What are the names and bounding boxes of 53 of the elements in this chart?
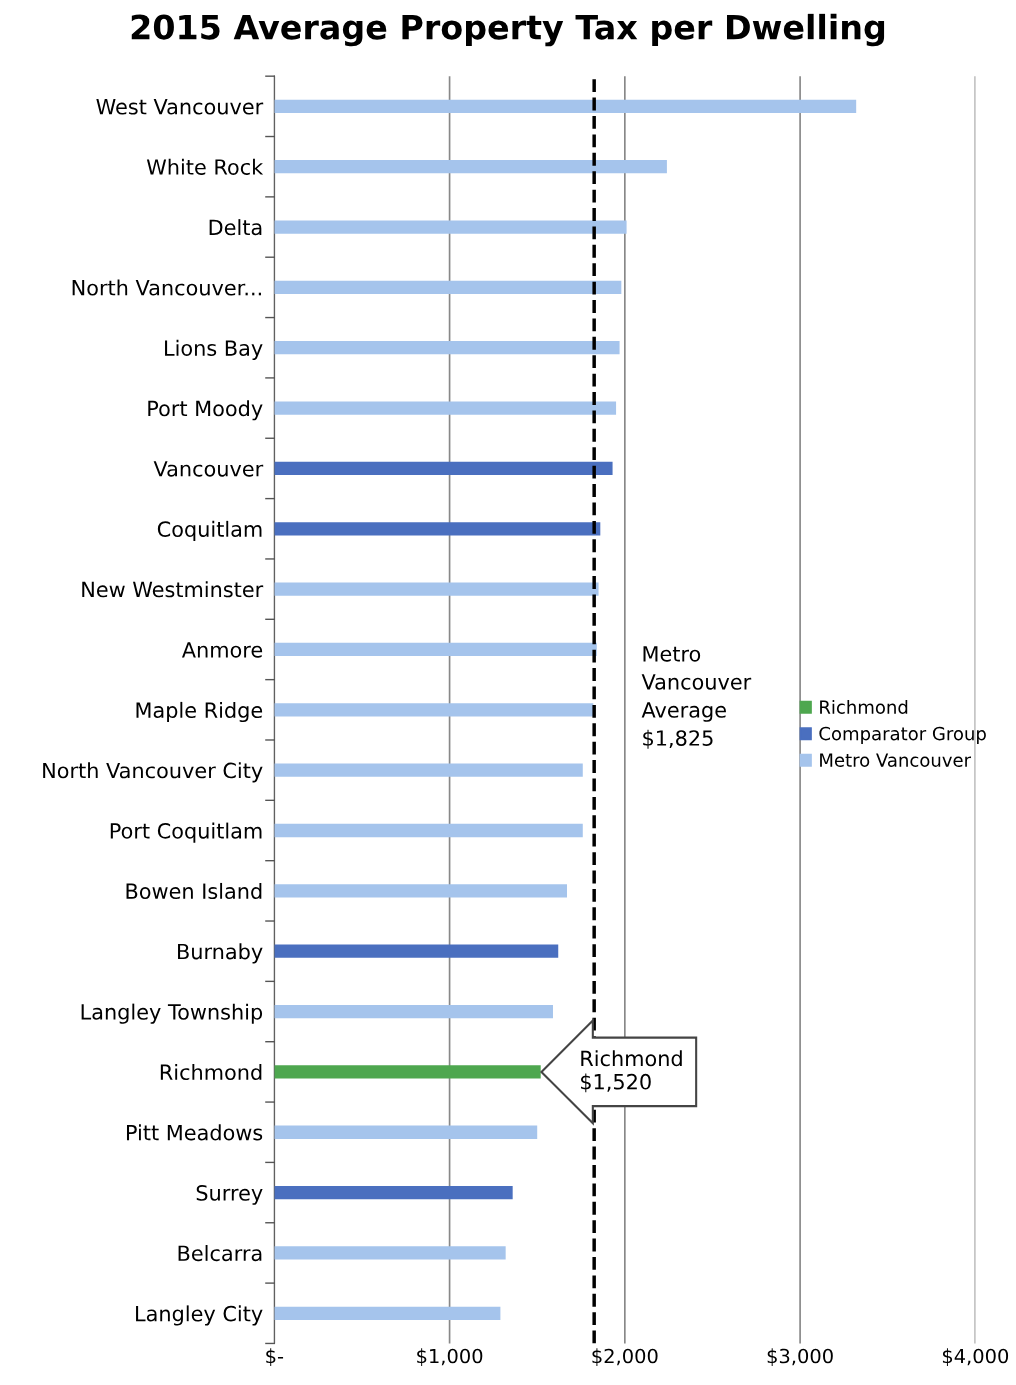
y-tick-label: Coquitlam [157, 520, 262, 542]
bar [274, 944, 559, 958]
y-tick-label: New Westminster [82, 581, 264, 598]
y-tick-label: Bowen Island [126, 882, 262, 900]
y-tick-label: Port Moody [148, 400, 263, 421]
bar [274, 1185, 513, 1200]
bar [274, 582, 599, 596]
y-tick-label: Delta [209, 219, 262, 236]
legend-label: Richmond [820, 699, 908, 714]
bar [274, 522, 601, 536]
x-tick-label: $4,000 [942, 1348, 1009, 1366]
y-tick-label: West Vancouver [96, 99, 264, 115]
y-tick-label: Langley City [136, 1305, 263, 1326]
bar [274, 220, 627, 234]
chart-title: 2015 Average Property Tax per Dwelling [131, 13, 885, 47]
y-tick-label: Surrey [196, 1185, 263, 1205]
bar [274, 99, 857, 113]
bar [274, 1246, 506, 1260]
y-tick-label: Langley Township [81, 1003, 263, 1024]
y-tick-label: Pitt Meadows [126, 1124, 263, 1141]
ref-line-label: Metro Vancouver Average $1,825 [641, 646, 752, 749]
legend-label: Comparator Group [819, 726, 986, 744]
x-tick-label: $2,000 [592, 1348, 658, 1366]
x-tick-label: $- [266, 1348, 284, 1366]
x-tick-label: $1,000 [417, 1348, 483, 1366]
x-tick-label: $3,000 [767, 1348, 833, 1366]
y-tick-label: Anmore [181, 642, 263, 658]
bar [274, 461, 613, 476]
bar [274, 1065, 541, 1079]
bar [274, 703, 594, 717]
annotation: Richmond $1,520 [581, 1050, 682, 1093]
bar [274, 1306, 501, 1320]
bar [274, 1004, 553, 1019]
bar [274, 823, 583, 838]
bar [274, 280, 622, 295]
bar [274, 341, 620, 355]
y-tick-label: North Vancouver City [43, 762, 263, 783]
y-tick-label: Lions Bay [165, 339, 263, 360]
y-tick-label: Belcarra [178, 1245, 262, 1262]
y-tick-label: North Vancouver... [72, 279, 261, 296]
y-tick-label: Richmond [160, 1063, 262, 1081]
y-tick-label: White Rock [146, 158, 264, 175]
bar [274, 1125, 538, 1139]
bar [274, 401, 617, 415]
legend-label: Metro Vancouver [820, 753, 972, 767]
y-tick-label: Burnaby [178, 943, 263, 964]
bar [274, 160, 667, 174]
bar [274, 884, 567, 898]
bar [274, 763, 583, 777]
bar [274, 642, 597, 657]
y-tick-label: Vancouver [153, 461, 264, 477]
y-tick-label: Maple Ridge [136, 701, 263, 723]
y-tick-label: Port Coquitlam [110, 822, 262, 843]
